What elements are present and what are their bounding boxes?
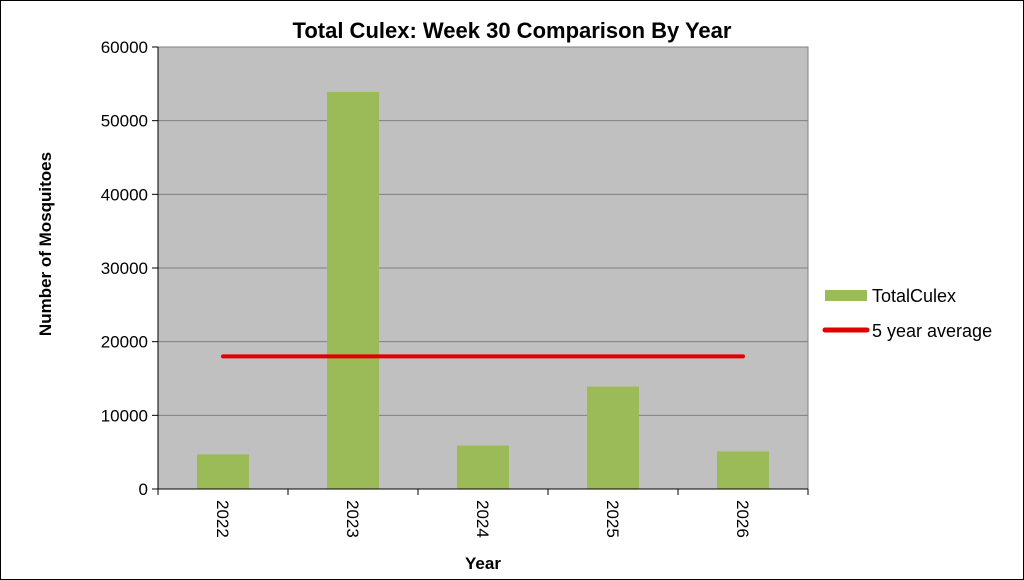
x-tick-label: 2022 xyxy=(213,500,232,538)
x-tick-label: 2023 xyxy=(343,500,362,538)
y-tick-labels: 0 10000 20000 30000 40000 50000 60000 xyxy=(101,38,148,499)
y-tick-label: 30000 xyxy=(101,259,148,278)
legend-label-totalculex: TotalCulex xyxy=(872,286,956,306)
legend-label-5-year-average: 5 year average xyxy=(872,321,992,341)
gridlines xyxy=(158,46,808,416)
y-tick-label: 40000 xyxy=(101,185,148,204)
bars xyxy=(197,91,769,489)
axes xyxy=(152,46,809,495)
x-tick-label: 2026 xyxy=(733,500,752,538)
legend: TotalCulex 5 year average xyxy=(822,286,992,341)
bar-2023 xyxy=(327,91,379,489)
bar-2022 xyxy=(197,454,249,489)
bar-2024 xyxy=(457,445,509,489)
chart-title: Total Culex: Week 30 Comparison By Year xyxy=(293,18,732,43)
bar-2025 xyxy=(587,386,639,489)
y-tick-label: 20000 xyxy=(101,333,148,352)
y-tick-label: 50000 xyxy=(101,112,148,131)
x-axis-title: Year xyxy=(465,554,501,573)
y-tick-label: 0 xyxy=(139,480,148,499)
legend-swatch-totalculex xyxy=(825,290,867,301)
y-tick-label: 60000 xyxy=(101,38,148,57)
x-tick-label: 2025 xyxy=(603,500,622,538)
y-tick-label: 10000 xyxy=(101,406,148,425)
x-tick-labels: 2022 2023 2024 2025 2026 xyxy=(213,500,752,538)
x-tick-label: 2024 xyxy=(473,500,492,538)
bar-2026 xyxy=(717,451,769,489)
y-axis-title: Number of Mosquitoes xyxy=(36,152,55,336)
